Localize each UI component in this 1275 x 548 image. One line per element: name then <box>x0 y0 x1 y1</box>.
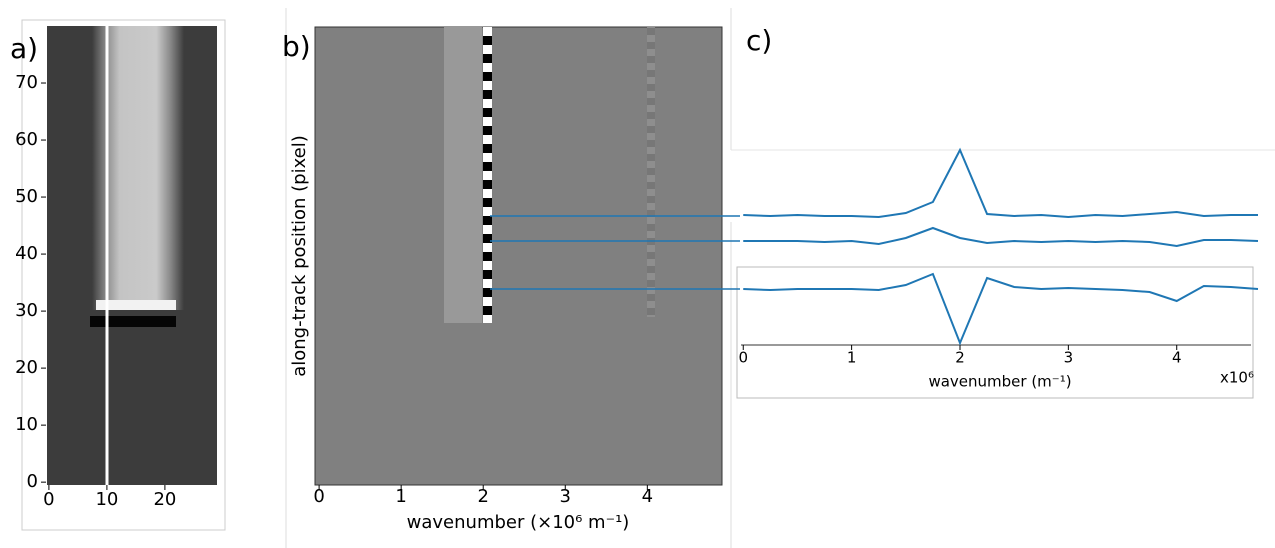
y-tick-label: 10 <box>15 414 38 435</box>
x-tick-label: 2 <box>477 486 488 507</box>
line-series <box>743 272 1259 346</box>
plot-frame <box>736 266 1254 399</box>
x-tick-label: 2 <box>955 349 965 367</box>
x-tick-label: 0 <box>313 486 324 507</box>
panel-frame <box>21 19 226 531</box>
x-tick-label: 3 <box>560 486 571 507</box>
panel-label: c) <box>746 24 772 57</box>
image-b <box>314 26 723 486</box>
connector <box>490 215 740 290</box>
x-tick-label: 20 <box>153 489 176 510</box>
x-axis-label: wavenumber (m⁻¹) <box>928 373 1071 391</box>
x-tick-label: 4 <box>642 486 653 507</box>
x-axis-label: wavenumber (×10⁶ m⁻¹) <box>407 512 630 533</box>
y-tick-label: 70 <box>15 72 38 93</box>
x-tick-label: 0 <box>738 349 748 367</box>
panel-label: a) <box>10 32 38 65</box>
x-tick-label: 0 <box>43 489 54 510</box>
line-series <box>743 226 1259 248</box>
panel-label: b) <box>282 30 311 63</box>
y-axis-label: along-track position (pixel) <box>289 135 310 377</box>
image-a <box>47 26 217 485</box>
y-tick-label: 0 <box>27 471 38 492</box>
y-tick-label: 50 <box>15 186 38 207</box>
x-tick-label: 3 <box>1064 349 1074 367</box>
x-tick-label: 1 <box>847 349 857 367</box>
y-tick-label: 60 <box>15 129 38 150</box>
y-tick-label: 20 <box>15 357 38 378</box>
axis-multiplier: x10⁶ <box>1220 369 1254 387</box>
y-tick-label: 40 <box>15 243 38 264</box>
x-tick-label: 4 <box>1172 349 1182 367</box>
line-series <box>743 147 1258 219</box>
y-tick-label: 30 <box>15 300 38 321</box>
x-tick-label: 1 <box>395 486 406 507</box>
x-tick-label: 10 <box>95 489 118 510</box>
